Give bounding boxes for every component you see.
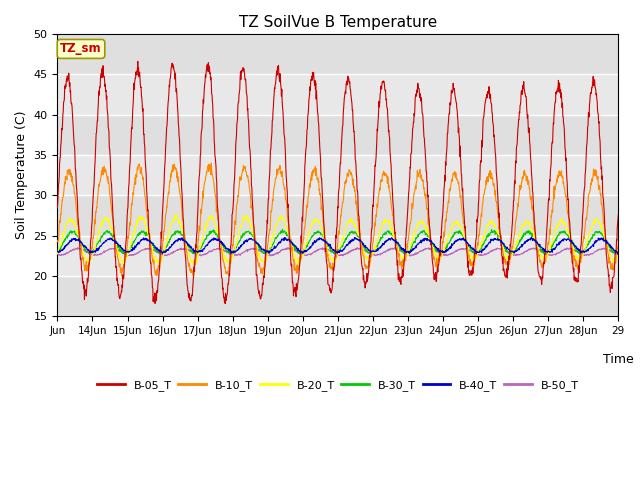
Bar	[58, 195, 618, 236]
Text: TZ_sm: TZ_sm	[60, 42, 102, 55]
Y-axis label: Soil Temperature (C): Soil Temperature (C)	[15, 111, 28, 240]
Bar	[58, 115, 618, 155]
X-axis label: Time: Time	[603, 353, 634, 366]
Bar	[58, 276, 618, 316]
Bar	[58, 34, 618, 74]
Legend: B-05_T, B-10_T, B-20_T, B-30_T, B-40_T, B-50_T: B-05_T, B-10_T, B-20_T, B-30_T, B-40_T, …	[93, 376, 583, 396]
Title: TZ SoilVue B Temperature: TZ SoilVue B Temperature	[239, 15, 437, 30]
